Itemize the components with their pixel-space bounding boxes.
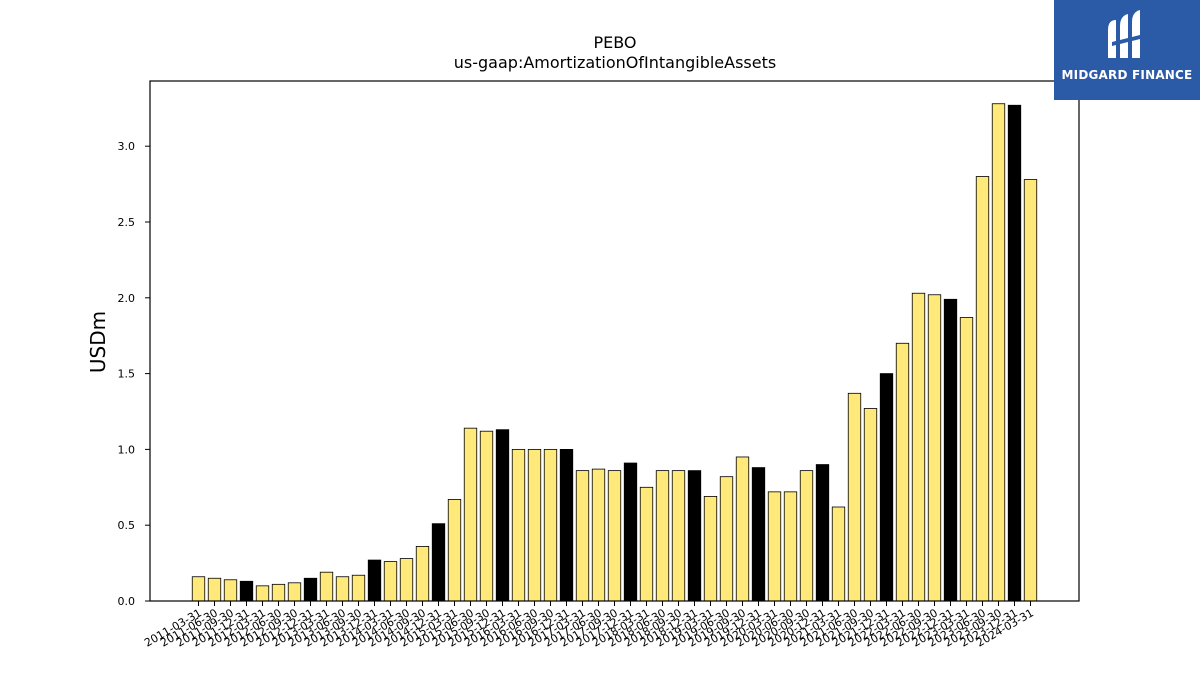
- bar-2015-06-30: [463, 427, 478, 602]
- bar-2023-09-30: [991, 103, 1006, 602]
- bar-2014-12-31: [431, 523, 446, 602]
- midgard-logo-icon: [1108, 10, 1144, 58]
- bar-2011-03-31: [191, 576, 206, 602]
- bar-2019-09-30: [735, 456, 750, 602]
- bar-2017-03-31: [575, 470, 590, 602]
- bar-2011-12-31: [239, 580, 254, 602]
- brand-name: MIDGARD FINANCE: [1061, 68, 1193, 82]
- bar-2019-06-30: [719, 476, 734, 602]
- bar-2016-06-30: [527, 448, 542, 602]
- bar-2018-03-31: [639, 486, 654, 602]
- y-tick-label: 2.0: [118, 292, 136, 305]
- bar-2022-09-30: [927, 294, 942, 602]
- bar-2020-06-30: [783, 491, 798, 602]
- bars-group: [191, 103, 1038, 602]
- bar-2018-06-30: [655, 470, 670, 602]
- bar-2011-06-30: [207, 577, 222, 602]
- bar-2021-09-30: [863, 408, 878, 602]
- bar-2015-09-30: [479, 430, 494, 602]
- bar-2013-09-30: [351, 574, 366, 602]
- y-axis-label: USDm: [86, 311, 110, 373]
- bar-2020-09-30: [799, 470, 814, 602]
- bar-2014-09-30: [415, 546, 430, 602]
- x-axis: 2011-03-312011-06-302011-09-302011-12-31…: [142, 601, 1036, 650]
- bar-2021-12-31: [879, 373, 894, 602]
- y-tick-label: 0.5: [118, 519, 136, 532]
- bar-2019-12-31: [751, 467, 766, 602]
- bar-2021-06-30: [847, 392, 862, 602]
- bar-2016-12-31: [559, 448, 574, 602]
- y-tick-label: 3.0: [118, 140, 136, 153]
- chart-subtitle: us-gaap:AmortizationOfIntangibleAssets: [454, 53, 776, 72]
- bar-2012-06-30: [271, 583, 286, 602]
- bar-2018-12-31: [687, 470, 702, 602]
- bar-2022-12-31: [943, 298, 958, 602]
- bar-2015-03-31: [447, 499, 462, 602]
- bar-2016-09-30: [543, 448, 558, 602]
- bar-2013-03-31: [319, 571, 334, 602]
- bar-2020-03-31: [767, 491, 782, 602]
- chart-title: PEBO: [593, 33, 636, 52]
- bar-2014-06-30: [399, 558, 414, 602]
- plot-frame: [149, 80, 1080, 602]
- y-tick-label: 1.5: [118, 368, 136, 381]
- bar-2015-12-31: [495, 429, 510, 602]
- brand-logo: MIDGARD FINANCE: [1054, 0, 1200, 100]
- bar-2022-06-30: [911, 292, 926, 602]
- bar-2011-09-30: [223, 579, 238, 602]
- bar-2021-03-31: [831, 506, 846, 602]
- bar-2013-12-31: [367, 559, 382, 602]
- bar-2012-09-30: [287, 582, 302, 602]
- bar-2023-12-31: [1007, 104, 1022, 602]
- bar-2017-09-30: [607, 470, 622, 602]
- bar-2012-03-31: [255, 585, 270, 602]
- bar-2023-06-30: [975, 176, 990, 602]
- y-axis: 0.0 0.5 1.0 1.5 2.0 2.5 3.0: [118, 140, 150, 608]
- y-tick-label: 1.0: [118, 443, 136, 456]
- bar-2016-03-31: [511, 448, 526, 602]
- bar-2012-12-31: [303, 577, 318, 602]
- y-tick-label: 0.0: [118, 595, 136, 608]
- bar-2014-03-31: [383, 561, 398, 602]
- bar-2019-03-31: [703, 495, 718, 602]
- bar-2017-06-30: [591, 468, 606, 602]
- bar-2024-03-31: [1023, 179, 1038, 602]
- bar-2013-06-30: [335, 576, 350, 602]
- bar-2020-12-31: [815, 464, 830, 602]
- bar-2023-03-31: [959, 317, 974, 602]
- y-tick-label: 2.5: [118, 216, 136, 229]
- bar-2017-12-31: [623, 462, 638, 602]
- bar-2022-03-31: [895, 342, 910, 602]
- bar-2018-09-30: [671, 470, 686, 602]
